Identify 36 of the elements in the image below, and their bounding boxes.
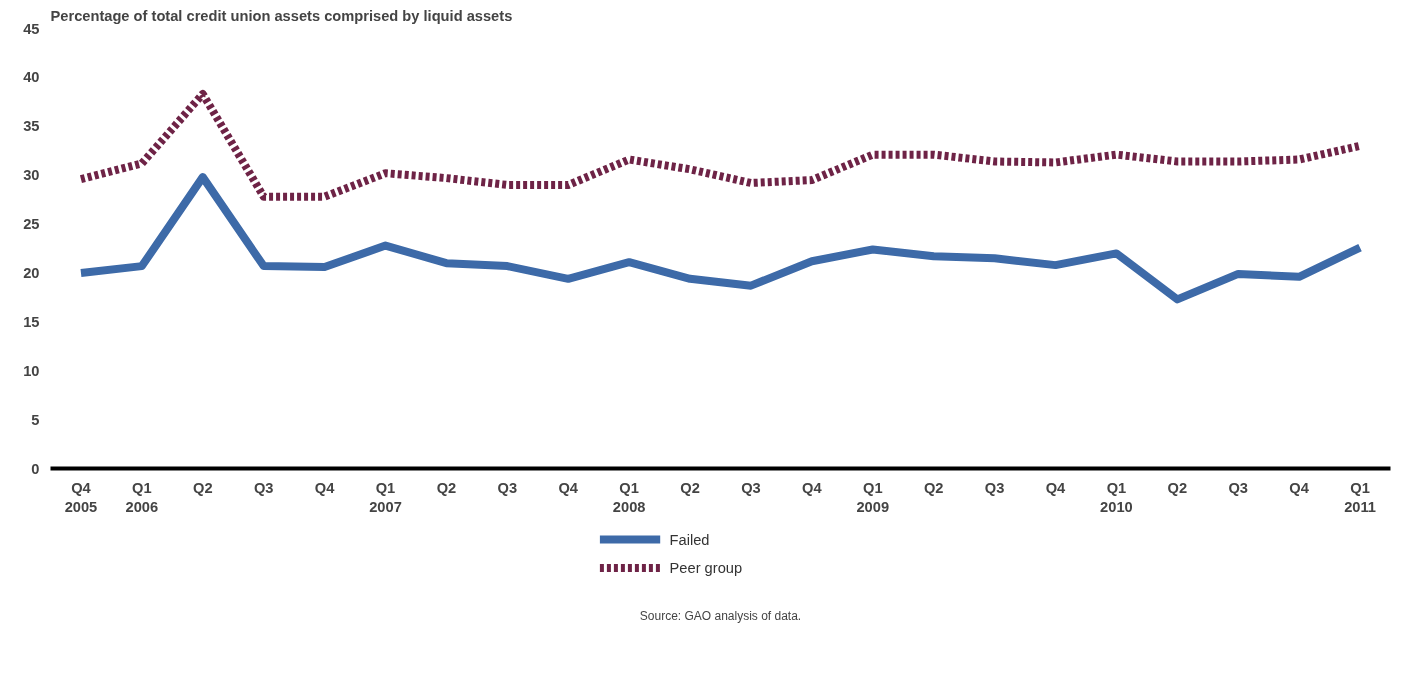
y-tick-label: 40 [23,69,40,86]
y-tick-label: 45 [23,20,40,37]
x-tick-label: Q3 [497,479,518,496]
y-tick-label: 35 [23,118,40,135]
y-tick-label: 0 [31,460,40,477]
x-tick-label: Q3 [253,479,274,496]
source-note: Source: GAO analysis of data. [639,608,802,623]
x-tick-label: Q3 [984,479,1005,496]
x-tick-label: Q1 2011 [1344,479,1376,515]
y-tick-label: 25 [23,216,40,233]
x-tick-label: Q4 [802,479,823,496]
y-tick-label: 15 [23,313,40,330]
chart-title: Percentage of total credit union assets comprised by liquid assets [50,7,513,24]
y-tick-label: 5 [31,411,40,428]
legend-label: Peer group [669,560,743,577]
y-tick-label: 20 [23,264,40,281]
x-tick-label: Q3 [741,479,761,496]
x-tick-label: Q2 [193,479,213,496]
legend-label: Failed [669,531,710,548]
x-tick-label: Q4 [1289,479,1310,496]
x-tick-label: Q1 2007 [369,479,402,515]
y-tick-label: 30 [23,167,40,184]
x-tick-label: Q2 [680,479,700,496]
x-tick-label: Q4 [1045,479,1067,496]
x-tick-label: Q2 [436,479,457,496]
x-tick-label: Q4 [314,479,336,496]
x-tick-label: Q1 2006 [125,479,159,515]
x-tick-label: Q1 2008 [612,479,646,515]
x-tick-label: Q1 2009 [856,479,890,515]
x-tick-label: Q3 [1228,479,1249,496]
x-tick-label: Q4 2005 [64,479,98,515]
x-tick-label: Q1 2010 [1100,479,1133,515]
x-tick-label: Q2 [923,479,944,496]
y-tick-label: 10 [23,362,40,379]
x-tick-label: Q4 [558,479,579,496]
x-tick-label: Q2 [1167,479,1188,496]
